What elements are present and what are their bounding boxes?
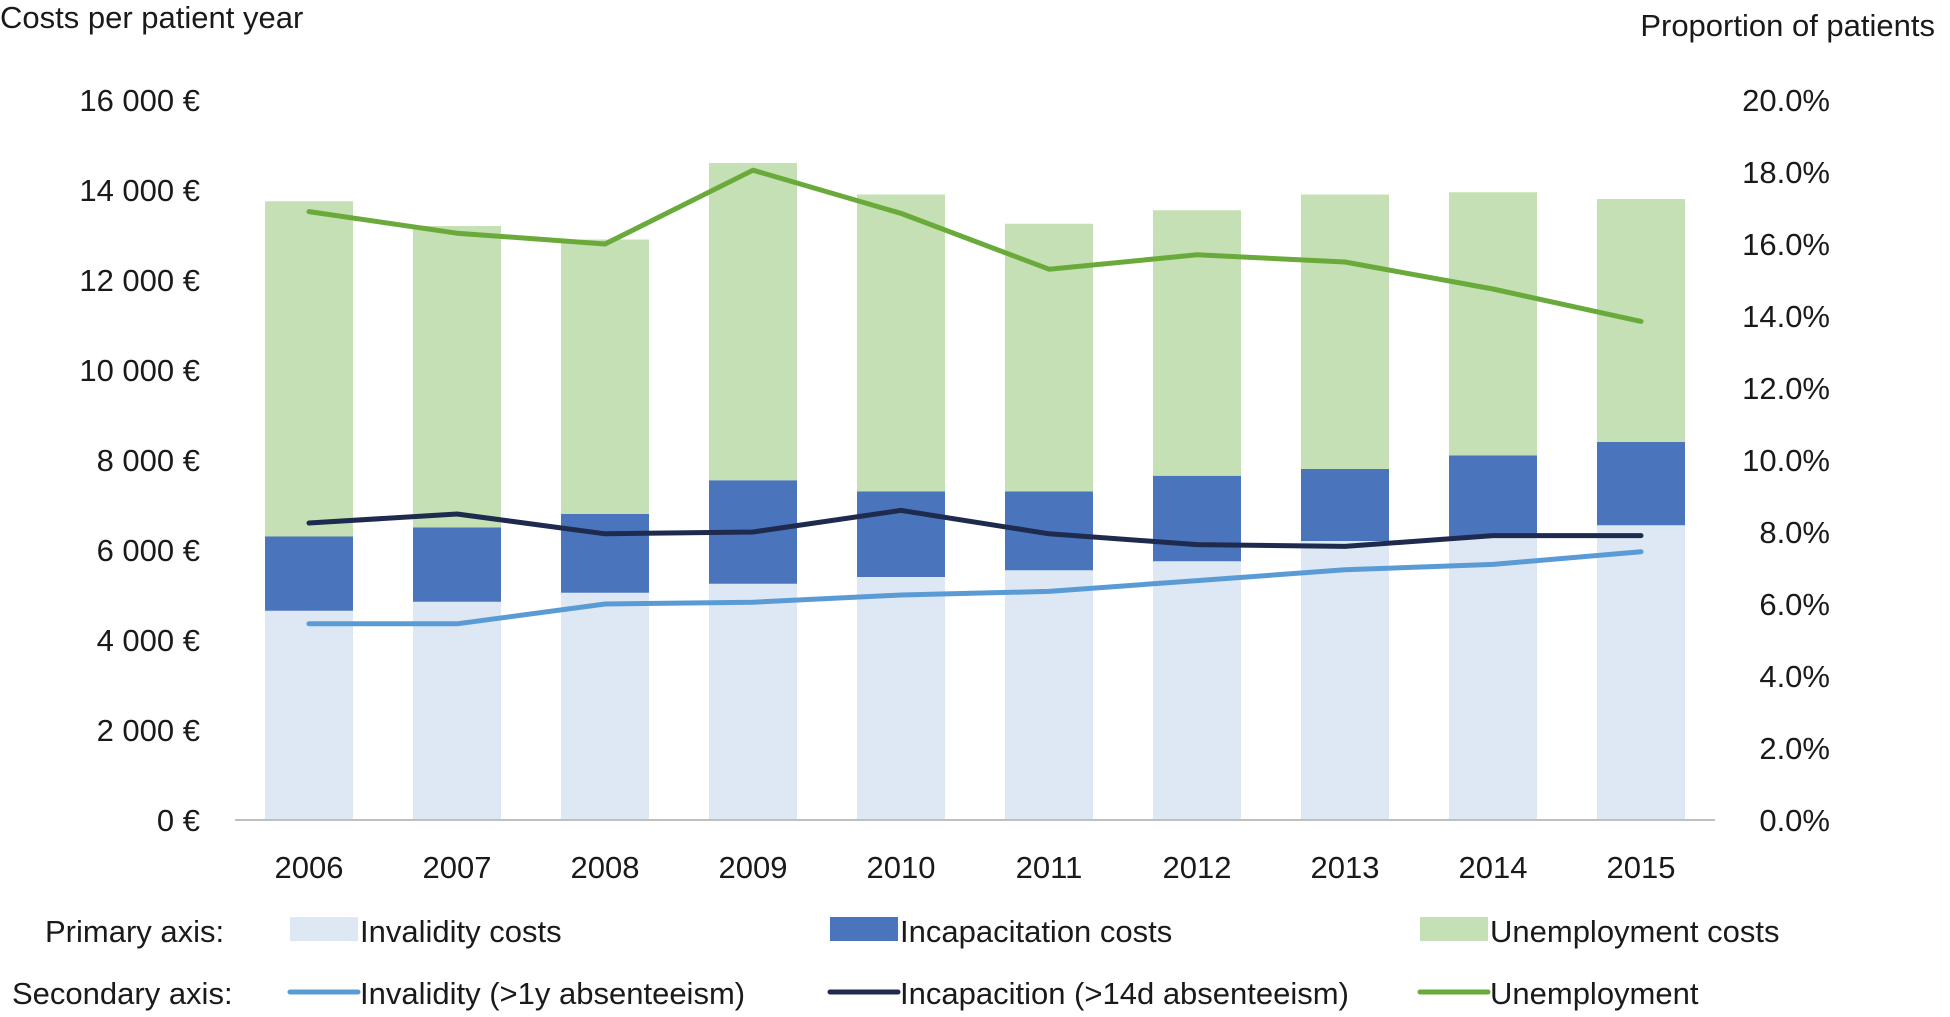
- category-label-2006: 2006: [275, 850, 344, 885]
- secondary-tick-label: 16.0%: [1742, 227, 1830, 262]
- legend-label-bar: Incapacitation costs: [900, 914, 1172, 949]
- secondary-tick-label: 12.0%: [1742, 371, 1830, 406]
- secondary-tick-label: 6.0%: [1759, 587, 1830, 622]
- bar-invalidity-costs2008: [561, 592, 649, 820]
- bar-unemployment-costs2007: [413, 226, 501, 528]
- secondary-tick-label: 2.0%: [1759, 731, 1830, 766]
- bar-incapacitation-costs2010: [857, 491, 945, 577]
- primary-tick-label: 4 000 €: [97, 623, 200, 658]
- secondary-tick-label: 0.0%: [1759, 803, 1830, 838]
- category-label-2008: 2008: [571, 850, 640, 885]
- bar-incapacitation-costs2014: [1449, 455, 1537, 537]
- bar-invalidity-costs2009: [709, 583, 797, 820]
- legend-secondary-label: Secondary axis:: [12, 976, 233, 1011]
- primary-tick-label: 14 000 €: [79, 173, 200, 208]
- bar-unemployment-costs2008: [561, 239, 649, 514]
- category-label-2014: 2014: [1459, 850, 1528, 885]
- bar-incapacitation-costs2008: [561, 514, 649, 593]
- bar-invalidity-costs2012: [1153, 561, 1241, 820]
- line-series-unemployment: [306, 167, 1644, 324]
- legend-swatch-bar: [290, 917, 358, 941]
- legend-label-line: Unemployment: [1490, 976, 1699, 1011]
- category-label-2012: 2012: [1163, 850, 1232, 885]
- bar-unemployment-costs2012: [1153, 210, 1241, 476]
- primary-tick-label: 6 000 €: [97, 533, 200, 568]
- primary-tick-label: 2 000 €: [97, 713, 200, 748]
- bar-invalidity-costs2015: [1597, 525, 1685, 820]
- bar-invalidity-costs2007: [413, 601, 501, 820]
- legend-label-line: Incapacition (>14d absenteeism): [900, 976, 1349, 1011]
- bars-layer: [265, 163, 1685, 820]
- legend-layer: Primary axis: Secondary axis: Invalidity…: [12, 914, 1779, 1011]
- line-series-invalidity-1y-absenteeism: [306, 549, 1644, 627]
- legend-swatch-bar: [830, 917, 898, 941]
- category-label-2007: 2007: [423, 850, 492, 885]
- primary-tick-label: 10 000 €: [79, 353, 200, 388]
- line-series-incapacition-14d-absenteeism: [306, 507, 1644, 549]
- legend-swatch-bar: [1420, 917, 1488, 941]
- bar-incapacitation-costs2015: [1597, 442, 1685, 526]
- primary-axis-title: Costs per patient year: [0, 0, 303, 35]
- lines-layer: [306, 167, 1644, 627]
- bar-incapacitation-costs2013: [1301, 469, 1389, 541]
- category-label-2010: 2010: [867, 850, 936, 885]
- legend-primary-label: Primary axis:: [45, 914, 224, 949]
- legend-label-bar: Unemployment costs: [1490, 914, 1779, 949]
- bar-incapacitation-costs2007: [413, 527, 501, 602]
- primary-tick-label: 16 000 €: [79, 83, 200, 118]
- legend-label-line: Invalidity (>1y absenteeism): [360, 976, 745, 1011]
- bar-incapacitation-costs2012: [1153, 475, 1241, 562]
- axes-layer: Costs per patient year Proportion of pat…: [0, 0, 1935, 885]
- category-label-2011: 2011: [1016, 850, 1083, 885]
- bar-invalidity-costs2010: [857, 577, 945, 820]
- bar-unemployment-costs2014: [1449, 192, 1537, 456]
- bar-unemployment-costs2010: [857, 194, 945, 492]
- primary-tick-label: 8 000 €: [97, 443, 200, 478]
- primary-tick-label: 0 €: [157, 803, 200, 838]
- category-label-2009: 2009: [719, 850, 788, 885]
- secondary-tick-label: 10.0%: [1742, 443, 1830, 478]
- category-label-2013: 2013: [1311, 850, 1380, 885]
- bar-incapacitation-costs2006: [265, 536, 353, 611]
- secondary-tick-label: 14.0%: [1742, 299, 1830, 334]
- bar-invalidity-costs2011: [1005, 570, 1093, 820]
- bar-unemployment-costs2006: [265, 201, 353, 537]
- secondary-tick-label: 20.0%: [1742, 83, 1830, 118]
- primary-tick-label: 12 000 €: [79, 263, 200, 298]
- bar-unemployment-costs2013: [1301, 194, 1389, 469]
- legend-label-bar: Invalidity costs: [360, 914, 562, 949]
- bar-invalidity-costs2006: [265, 610, 353, 820]
- bar-invalidity-costs2013: [1301, 541, 1389, 820]
- category-label-2015: 2015: [1607, 850, 1676, 885]
- secondary-tick-label: 18.0%: [1742, 155, 1830, 190]
- bar-invalidity-costs2014: [1449, 536, 1537, 820]
- bar-unemployment-costs2009: [709, 163, 797, 481]
- secondary-tick-label: 4.0%: [1759, 659, 1830, 694]
- secondary-tick-label: 8.0%: [1759, 515, 1830, 550]
- secondary-axis-title: Proportion of patients: [1640, 8, 1935, 43]
